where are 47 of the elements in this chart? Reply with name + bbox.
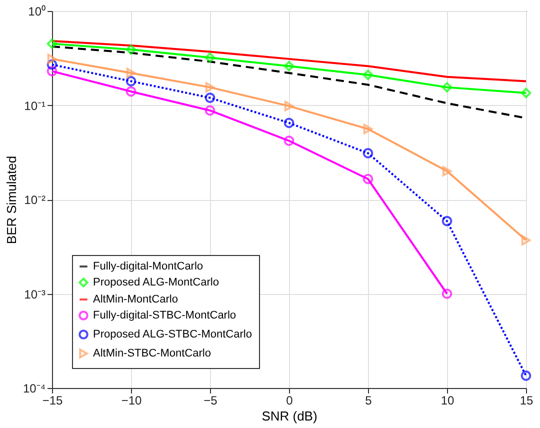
point xyxy=(46,38,58,49)
x-tick-label: 10 xyxy=(440,394,454,408)
point xyxy=(205,82,215,92)
point xyxy=(126,68,136,78)
x-tick-label: 15 xyxy=(520,394,534,408)
point xyxy=(442,288,452,299)
point xyxy=(362,70,374,80)
y-axis-title: BER Simulated xyxy=(4,156,19,244)
point xyxy=(284,100,294,112)
x-tick-label: 0 xyxy=(286,394,294,408)
y-tick-label: 10⁻³ xyxy=(24,287,46,302)
point xyxy=(284,118,294,128)
point xyxy=(284,136,294,146)
legend-label: AltMin-STBC-MontCarlo xyxy=(93,348,211,360)
point xyxy=(204,105,216,116)
point xyxy=(284,60,294,72)
point xyxy=(520,370,532,381)
x-tick-label: 5 xyxy=(365,394,372,408)
point xyxy=(46,66,58,76)
point xyxy=(46,59,58,70)
y-tick-label: 10⁻¹ xyxy=(24,98,46,113)
legend-label: Fully-digital-STBC-MontCarlo xyxy=(93,310,236,322)
point xyxy=(442,82,452,92)
point xyxy=(521,235,531,246)
x-tick-label: −5 xyxy=(204,394,218,408)
x-tick-label: −15 xyxy=(42,394,63,408)
point xyxy=(362,174,374,184)
point xyxy=(442,216,452,226)
y-tick-label: 10⁻⁴ xyxy=(22,382,46,396)
x-tick-label: −10 xyxy=(121,394,142,408)
point xyxy=(362,148,374,158)
legend-label: Proposed ALG-STBC-MontCarlo xyxy=(93,328,252,340)
point xyxy=(126,76,136,86)
legend-label: AltMin-MontCarlo xyxy=(93,294,178,306)
legend-label: Proposed ALG-MontCarlo xyxy=(93,276,219,288)
point xyxy=(204,52,216,63)
legend-label: Fully-digital-MontCarlo xyxy=(93,260,204,272)
point xyxy=(126,86,136,97)
point xyxy=(126,44,136,55)
y-tick-label: 10⁰ xyxy=(28,4,46,18)
point xyxy=(520,88,532,98)
point xyxy=(47,54,57,64)
point xyxy=(204,92,216,103)
y-tick-label: 10⁻² xyxy=(24,193,46,207)
point xyxy=(363,124,373,134)
x-axis-title: SNR (dB) xyxy=(262,408,318,424)
point xyxy=(442,166,452,176)
